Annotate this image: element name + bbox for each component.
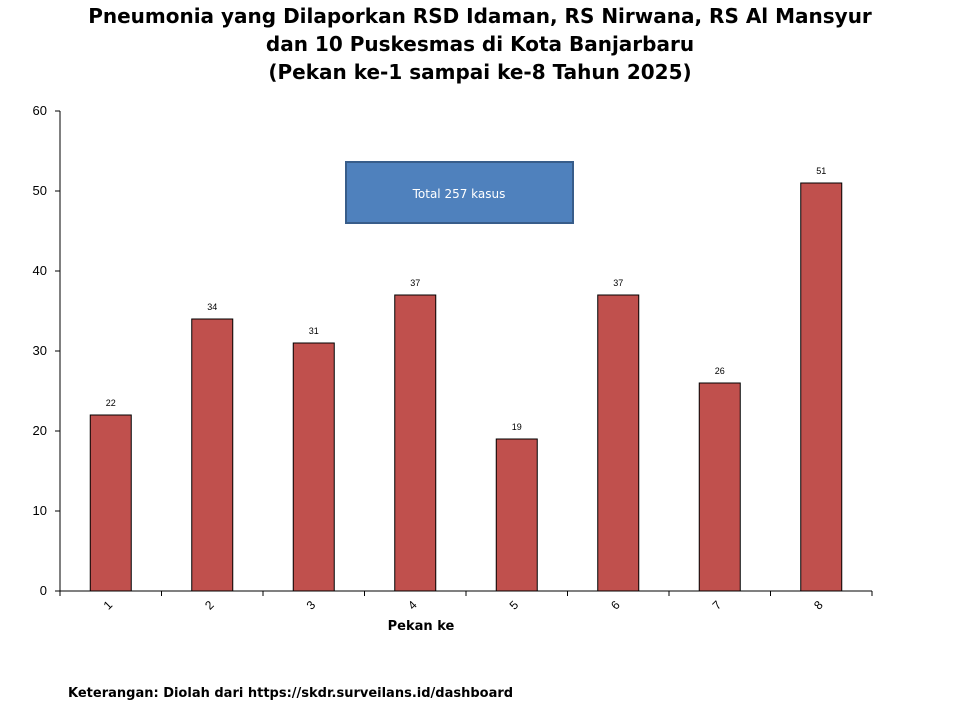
x-tick-label: 2 [202, 598, 217, 613]
bar [89, 414, 132, 592]
data-labels: 22 34 31 37 19 37 26 51 [106, 166, 827, 432]
annotation-box-rect [345, 161, 574, 224]
bar [394, 294, 437, 592]
data-label: 37 [410, 278, 420, 288]
bar [495, 438, 538, 592]
x-tick-label: 5 [507, 598, 522, 613]
x-tick-label: 6 [608, 598, 623, 613]
data-label: 51 [816, 166, 826, 176]
y-tick-label: 10 [33, 503, 47, 518]
annotation-box: Total 257 kasus [345, 161, 574, 224]
y-tick-label: 20 [33, 423, 47, 438]
bar [698, 382, 741, 592]
x-tick-label: 8 [811, 598, 826, 613]
y-tick-label: 40 [33, 263, 47, 278]
bar [800, 182, 843, 592]
chart-title: Pneumonia yang Dilaporkan RSD Idaman, RS… [0, 2, 960, 86]
x-tick-label: 7 [710, 598, 725, 613]
bar [292, 342, 335, 592]
x-tick-label: 1 [101, 598, 116, 613]
chart-title-line-2: dan 10 Puskesmas di Kota Banjarbaru [265, 32, 695, 56]
footnote: Keterangan: Diolah dari https://skdr.sur… [68, 686, 514, 701]
x-axis: 1 2 3 4 5 6 7 8 [59, 590, 873, 613]
y-tick-label: 50 [33, 183, 47, 198]
x-tick-label: 3 [304, 598, 319, 613]
chart-title-line-3: (Pekan ke-1 sampai ke-8 Tahun 2025) [268, 60, 692, 84]
y-axis: 0 10 20 30 40 50 60 [33, 103, 61, 598]
data-label: 26 [715, 366, 725, 376]
y-tick-label: 60 [33, 103, 47, 118]
data-label: 34 [207, 302, 217, 312]
bars [89, 182, 843, 592]
y-tick-label: 30 [33, 343, 47, 358]
data-label: 37 [613, 278, 623, 288]
chart-title-line-1: Pneumonia yang Dilaporkan RSD Idaman, RS… [88, 4, 872, 28]
bar [597, 294, 640, 592]
y-tick-label: 0 [40, 583, 47, 598]
annotation-text: Total 257 kasus [412, 187, 506, 201]
data-label: 22 [106, 398, 116, 408]
x-tick-label: 4 [405, 598, 420, 613]
data-label: 19 [512, 422, 522, 432]
x-axis-label: Pekan ke [388, 619, 455, 634]
data-label: 31 [309, 326, 319, 336]
bar [191, 318, 234, 592]
